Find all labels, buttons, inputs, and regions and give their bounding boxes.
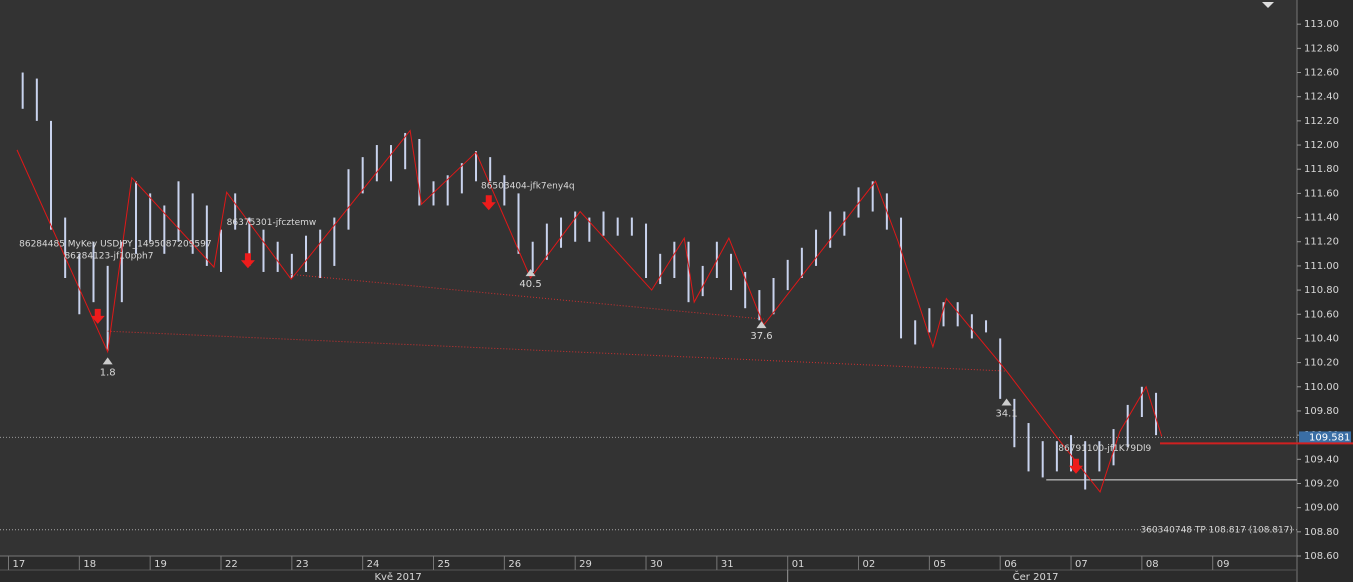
sell-arrow — [90, 308, 105, 324]
x-tick-label: 08 — [1146, 559, 1159, 570]
y-tick-label: 110.40 — [1304, 333, 1339, 344]
x-tick-label: 06 — [1004, 559, 1017, 570]
sell-arrow — [481, 195, 496, 211]
target-marker — [525, 269, 536, 277]
y-tick-label: 112.40 — [1304, 92, 1339, 103]
y-tick-label: 113.00 — [1304, 19, 1339, 30]
x-tick-label: 09 — [1217, 559, 1230, 570]
x-tick-label: 05 — [933, 559, 946, 570]
x-tick-label: 26 — [508, 559, 521, 570]
y-tick-label: 111.00 — [1304, 261, 1339, 272]
take-profit-label: 360340748 TP 108.817 (108.817) — [1141, 525, 1294, 535]
x-tick-label: 25 — [438, 559, 451, 570]
order-annotation: 86791100-jf1K79Dl9 — [1058, 444, 1151, 454]
target-label: 34.1 — [995, 408, 1017, 419]
order-annotation: 86284123-jf10pph7 — [64, 252, 153, 262]
x-tick-label: 24 — [367, 559, 380, 570]
y-tick-label: 112.20 — [1304, 116, 1339, 127]
month-label: Kvě 2017 — [374, 571, 421, 582]
target-marker — [756, 321, 767, 329]
price-label: 109.581 — [1309, 432, 1350, 443]
y-tick-label: 110.60 — [1304, 309, 1339, 320]
order-annotation: 86503404-jfk7eny4q — [481, 182, 575, 192]
y-tick-label: 108.60 — [1304, 551, 1339, 562]
y-tick-label: 109.40 — [1304, 454, 1339, 465]
x-tick-label: 18 — [83, 559, 96, 570]
y-tick-label: 111.80 — [1304, 164, 1339, 175]
y-tick-label: 109.80 — [1304, 406, 1339, 417]
target-label: 40.5 — [519, 279, 541, 290]
order-annotation: 86375301-jfcztemw — [227, 218, 317, 228]
zigzag-line — [16, 129, 1163, 493]
y-tick-label: 111.60 — [1304, 188, 1339, 199]
y-tick-label: 110.00 — [1304, 382, 1339, 393]
y-tick-label: 110.80 — [1304, 285, 1339, 296]
x-tick-label: 01 — [792, 559, 805, 570]
x-tick-label: 22 — [225, 559, 238, 570]
price-label-box — [1299, 431, 1351, 444]
y-tick-label: 109.00 — [1304, 503, 1339, 514]
x-tick-label: 23 — [296, 559, 309, 570]
x-tick-label: 07 — [1075, 559, 1088, 570]
trendline — [291, 273, 764, 320]
y-tick-label: 110.20 — [1304, 358, 1339, 369]
menu-icon[interactable] — [1262, 2, 1274, 8]
x-tick-label: 19 — [154, 559, 167, 570]
target-label: 37.6 — [750, 331, 772, 342]
x-tick-label: 31 — [721, 559, 734, 570]
y-tick-label: 112.00 — [1304, 140, 1339, 151]
sell-arrow — [240, 253, 255, 269]
sell-arrow — [1068, 458, 1083, 474]
order-annotation: 86284485 MyKey USDJPY_1495087209597 — [19, 240, 212, 250]
y-tick-label: 111.20 — [1304, 237, 1339, 248]
x-tick-label: 29 — [579, 559, 592, 570]
y-tick-label: 112.60 — [1304, 68, 1339, 79]
y-tick-label: 108.80 — [1304, 527, 1339, 538]
month-label: Čer 2017 — [1013, 570, 1059, 582]
plot-area — [0, 0, 1297, 556]
price-axis — [1297, 0, 1353, 582]
x-tick-label: 02 — [863, 559, 876, 570]
y-tick-label: 112.80 — [1304, 43, 1339, 54]
y-tick-label: 111.40 — [1304, 213, 1339, 224]
x-tick-label: 17 — [13, 559, 26, 570]
target-label: 1.8 — [100, 367, 116, 378]
target-marker — [102, 357, 113, 365]
y-tick-label: 109.20 — [1304, 478, 1339, 489]
target-marker — [1001, 398, 1012, 406]
x-tick-label: 30 — [650, 559, 663, 570]
